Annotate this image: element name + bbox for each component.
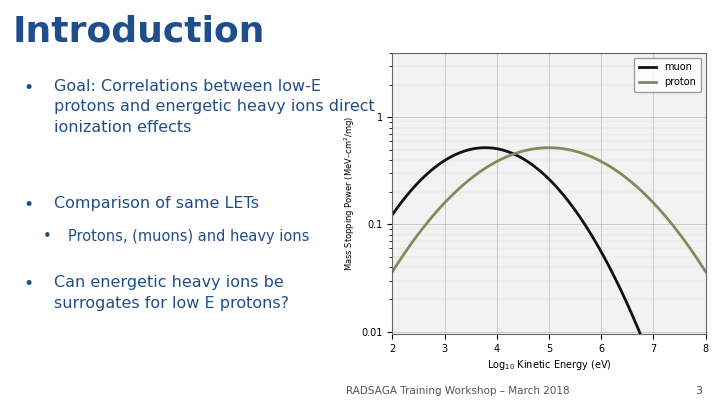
muon [615,285,624,290]
Line: proton: proton [392,148,706,272]
X-axis label: Log$_{10}$ Kinetic Energy (eV): Log$_{10}$ Kinetic Energy (eV) [487,358,611,372]
proton [515,150,523,155]
Text: •: • [43,229,52,244]
Line: muon: muon [392,148,640,334]
muon [552,184,561,189]
proton [420,224,428,229]
proton [701,269,710,274]
proton [526,147,535,152]
Text: •: • [23,275,33,293]
proton [603,163,612,168]
proton [388,269,397,274]
Y-axis label: Mass Stopping Power (MeV–cm$^2$/mg): Mass Stopping Power (MeV–cm$^2$/mg) [343,116,357,271]
Text: 3: 3 [695,386,702,396]
proton [638,190,647,194]
proton [544,145,553,150]
muon [631,318,639,323]
muon [556,188,564,193]
Text: •: • [23,79,33,97]
Text: RADSAGA Training Workshop – March 2018: RADSAGA Training Workshop – March 2018 [346,386,570,396]
Text: Protons, (muons) and heavy ions: Protons, (muons) and heavy ions [68,229,310,244]
Text: Comparison of same LETs: Comparison of same LETs [54,196,259,211]
muon [525,160,534,165]
Text: •: • [23,196,33,214]
muon [636,332,644,337]
Text: Goal: Correlations between low-E
protons and energetic heavy ions direct
ionizat: Goal: Correlations between low-E protons… [54,79,374,135]
muon [388,212,397,217]
Legend: muon, proton: muon, proton [634,58,701,92]
muon [481,145,490,150]
proton [633,184,642,189]
Text: Can energetic heavy ions be
surrogates for low E protons?: Can energetic heavy ions be surrogates f… [54,275,289,311]
muon [572,210,581,215]
Text: Introduction: Introduction [13,14,266,48]
